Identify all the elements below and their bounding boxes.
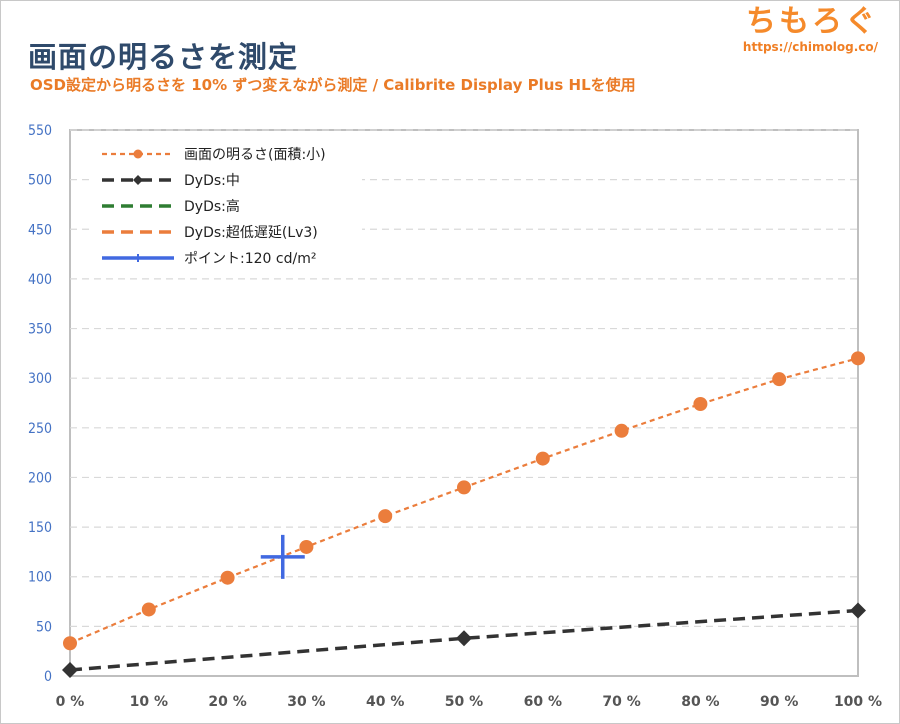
legend-label: 画面の明るさ(面積:小) <box>184 147 326 163</box>
site-logo: ちもろぐ https://chimolog.co/ <box>743 4 878 54</box>
legend-swatch-marker <box>133 149 143 159</box>
y-tick-label: 300 <box>28 371 52 387</box>
y-tick-label: 400 <box>28 272 52 288</box>
data-point <box>62 662 78 679</box>
y-tick-label: 200 <box>28 470 52 486</box>
y-tick-label: 50 <box>36 619 52 635</box>
x-tick-label: 40 % <box>366 694 404 710</box>
y-tick-label: 250 <box>28 421 52 437</box>
y-tick-label: 550 <box>28 123 52 139</box>
data-point <box>614 423 629 438</box>
data-point <box>63 636 77 651</box>
chart-title: 画面の明るさを測定 <box>28 40 299 74</box>
logo-url: https://chimolog.co/ <box>742 40 878 54</box>
x-tick-label: 80 % <box>681 694 719 710</box>
x-tick-label: 90 % <box>760 694 798 710</box>
data-point <box>693 396 708 411</box>
data-point <box>850 602 866 619</box>
data-point <box>457 480 471 495</box>
data-point <box>456 630 472 647</box>
x-tick-label: 0 % <box>56 694 85 710</box>
legend-label: DyDs:中 <box>184 173 240 189</box>
y-tick-label: 500 <box>28 173 52 189</box>
data-point <box>299 539 314 554</box>
data-point <box>378 509 393 524</box>
data-point <box>220 570 235 585</box>
legend-label: DyDs:高 <box>184 198 240 215</box>
data-point <box>772 372 787 387</box>
legend-label: ポイント:120 cd/m² <box>184 251 316 267</box>
x-tick-label: 30 % <box>287 694 325 710</box>
y-tick-label: 350 <box>28 322 52 338</box>
legend-box <box>94 140 362 274</box>
chart-subtitle: OSD設定から明るさを 10% ずつ変えながら測定 / Calibrite Di… <box>30 76 636 94</box>
data-point <box>535 451 550 466</box>
logo-text: ちもろぐ <box>746 4 878 39</box>
y-tick-label: 450 <box>28 222 52 238</box>
x-tick-label: 60 % <box>524 694 562 710</box>
y-tick-label: 150 <box>28 520 52 536</box>
legend-swatch-marker <box>133 175 143 185</box>
y-tick-label: 0 <box>44 669 52 685</box>
legend-label: DyDs:超低遅延(Lv3) <box>184 225 318 241</box>
x-tick-label: 50 % <box>445 694 483 710</box>
x-tick-label: 70 % <box>602 694 640 710</box>
x-tick-label: 20 % <box>208 694 246 710</box>
data-point <box>141 602 156 617</box>
data-point <box>851 351 865 366</box>
x-tick-label: 10 % <box>130 694 168 710</box>
y-tick-label: 100 <box>28 570 52 586</box>
x-tick-label: 100 % <box>834 694 882 710</box>
